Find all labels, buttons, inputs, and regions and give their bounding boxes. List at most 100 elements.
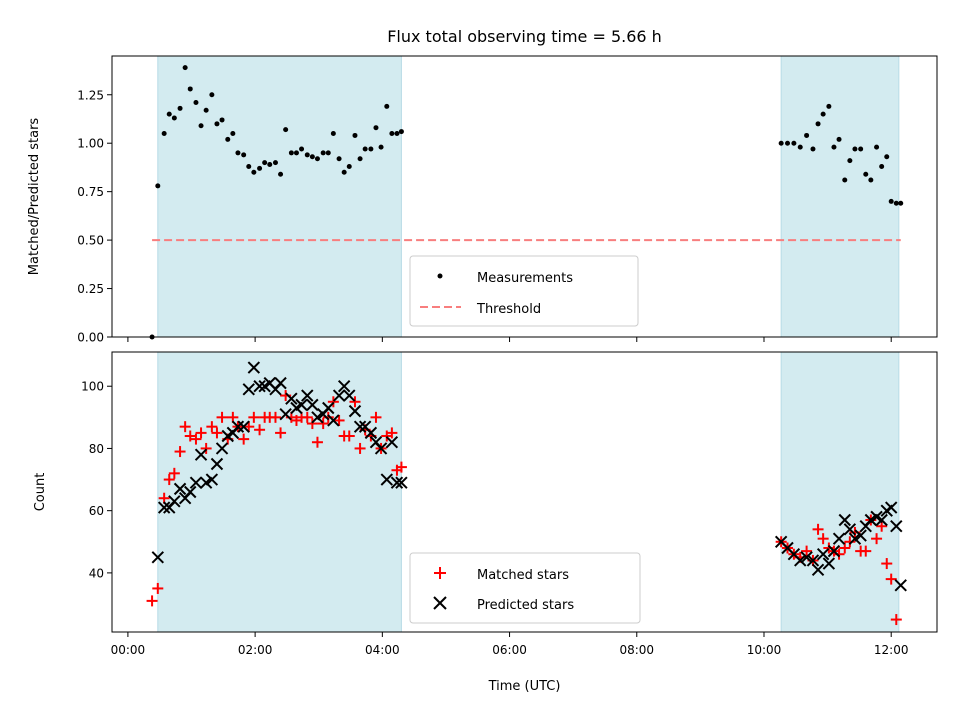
top-ytick-label: 0.50 [77,234,104,248]
bottom-window-0 [157,351,402,633]
measurement-point [177,105,183,111]
top-y-ticks: 0.00 0.25 0.50 0.75 1.00 1.25 [77,88,112,345]
top-ytick-label: 0.00 [77,331,104,345]
predicted-star-point [811,563,825,576]
measurement-point [304,152,310,158]
bottom-axes-frame [111,351,938,633]
measurement-point [888,198,894,204]
measurement-point [836,136,842,142]
predicted-star-point [385,436,399,449]
predicted-star-point [306,398,319,412]
predicted-star-point [875,513,888,527]
chart-title: Flux total observing time = 5.66 h [387,27,662,46]
measurement-point [368,146,374,152]
measurement-point [161,131,167,137]
bottom-y-ticks: 40 60 80 100 [81,380,112,580]
bottom-ytick-label: 80 [89,442,104,456]
top-window-1 [780,55,900,338]
measurement-point [198,123,204,129]
predicted-star-point [843,523,857,536]
predicted-star-point [242,383,255,396]
measurement-point [868,177,874,183]
predicted-star-point [390,476,404,489]
measurement-point [362,146,368,152]
predicted-star-point [806,554,820,567]
measurement-point [378,144,384,150]
bottom-xtick-label: 12:00 [874,643,909,657]
measurement-point [288,150,294,156]
predicted-star-point [184,485,197,499]
predicted-star-point [838,513,851,527]
matched-star-point [885,573,897,585]
measurement-point [389,131,395,137]
predicted-star-point [301,389,314,402]
bottom-legend-box [409,552,641,624]
bottom-xtick-label: 02:00 [238,643,273,657]
measurement-point [330,131,336,137]
measurement-point [278,171,284,177]
bottom-ytick-label: 60 [89,504,104,518]
bottom-ytick-label: 100 [81,380,104,394]
bottom-legend: Matched stars Predicted stars [409,552,641,624]
matched-star-point [190,433,202,445]
measurement-point [394,131,400,137]
matched-star-point [163,474,175,486]
matched-star-point [200,442,212,454]
matched-star-point [168,467,180,479]
measurement-point [209,92,215,98]
predicted-star-point [157,501,171,514]
predicted-star-point [173,482,187,496]
measurement-point [346,163,352,169]
matched-star-point [174,446,186,458]
legend-threshold-label: Threshold [476,302,541,317]
measurement-point [283,127,289,133]
predicted-star-point [894,579,907,592]
matched-star-point [238,433,250,445]
predicted-star-point [205,473,219,486]
measurement-point [357,156,363,162]
predicted-star-point [274,376,287,390]
matched-star-point [306,418,318,430]
measurement-point [293,150,299,156]
predicted-star-point [854,529,867,542]
measurement-point [314,156,320,162]
matched-star-point [386,427,398,439]
matched-star-point [801,545,813,557]
predicted-star-point [215,442,229,455]
x-axis-label: Time (UTC) [488,679,561,694]
matched-star-point [354,442,366,454]
predicted-star-point [253,380,266,393]
measurement-point [863,171,869,177]
predicted-star-point [332,389,346,402]
top-ytick-label: 1.25 [77,88,104,102]
matched-star-point [881,558,893,570]
matched-star-point [860,545,872,557]
measurement-point [778,140,784,146]
matched-star-point [146,595,158,607]
matched-star-point [817,533,829,545]
measurement-point [225,136,231,142]
measurement-point [235,150,241,156]
predicted-star-point [822,557,836,570]
measurement-point [831,144,837,150]
top-x-ticks [127,337,892,342]
bottom-xtick-label: 00:00 [111,643,146,657]
predicted-star-point [194,448,208,461]
predicted-star-point [380,473,393,486]
measurement-point [879,163,885,169]
measurement-point [820,111,826,117]
measurement-point [884,154,890,160]
predicted-star-point [210,457,224,471]
measurement-point [257,165,263,171]
measurement-point [230,131,236,137]
predicted-star-point [364,426,378,440]
predicted-star-point [816,548,830,561]
bottom-xtick-label: 06:00 [492,643,527,657]
measurement-points [149,65,904,340]
predicted-star-point [884,501,898,514]
matched-star-point [839,542,851,554]
legend-measurements-label: Measurements [477,271,573,286]
measurement-point [826,103,832,109]
predicted-star-point [199,476,213,489]
